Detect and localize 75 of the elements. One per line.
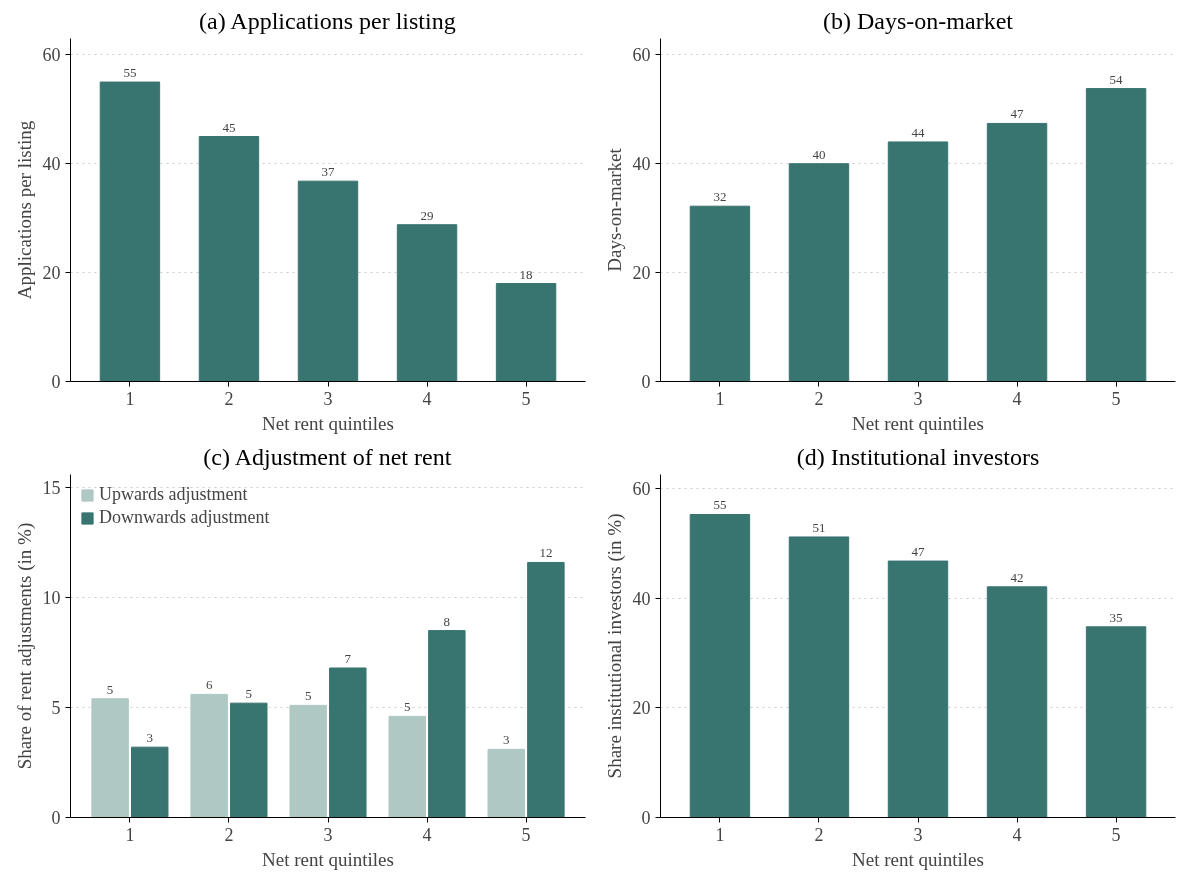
y-axis-title: Share of rent adjustments (in %) [13,522,36,770]
x-axis-title: Net rent quintiles [852,848,984,870]
x-tick-label: 2 [224,388,234,409]
data-label: 47 [911,544,925,560]
data-label: 3 [146,730,153,746]
data-label: 51 [812,519,826,535]
chart-title: (d) Institutional investors [796,443,1040,470]
y-tick-label: 60 [632,479,651,500]
x-tick-label: 2 [224,824,234,845]
x-tick-label: 2 [814,824,824,845]
data-label: 5 [245,686,253,702]
x-axis-title: Net rent quintiles [262,412,394,434]
x-tick-label: 3 [913,824,923,845]
data-label: 44 [911,124,925,140]
data-label: 32 [713,189,727,205]
x-axis-title: Net rent quintiles [262,848,394,870]
y-tick-label: 0 [641,372,651,392]
chart-title: (c) Adjustment of net rent [203,443,452,470]
data-label: 35 [1109,609,1123,625]
y-tick-label: 40 [632,588,651,609]
chart-title: (b) Days-on-market [823,7,1014,34]
data-label: 45 [222,119,236,135]
data-label: 12 [539,545,553,561]
x-tick-label: 1 [125,824,135,845]
x-tick-label: 1 [125,388,135,409]
x-tick-label: 4 [422,824,432,845]
x-tick-label: 5 [521,388,531,409]
x-tick-label: 4 [1012,388,1022,409]
y-tick-label: 15 [42,478,61,499]
data-label: 47 [1010,106,1025,122]
x-axis-title: Net rent quintiles [852,412,984,434]
data-label: 7 [344,650,352,666]
x-tick-label: 1 [715,824,725,845]
y-tick-label: 60 [632,45,651,66]
data-label: 5 [106,681,114,697]
x-tick-label: 5 [521,824,531,845]
x-tick-label: 2 [814,388,824,409]
x-tick-label: 1 [715,388,725,409]
data-label: 55 [123,65,137,81]
y-tick-label: 20 [42,263,61,284]
x-tick-label: 3 [323,824,333,845]
y-axis-title: Days-on-market [603,147,625,272]
y-tick-label: 60 [42,45,61,66]
data-label: 5 [403,699,411,715]
data-label: 18 [519,266,533,282]
y-tick-label: 0 [51,372,61,392]
y-tick-label: 20 [632,263,651,284]
x-tick-label: 4 [422,388,432,409]
legend-label: Downwards adjustment [99,507,270,528]
y-tick-label: 20 [632,698,651,719]
y-tick-label: 10 [42,588,61,609]
x-tick-label: 3 [913,388,923,409]
x-tick-label: 4 [1012,824,1022,845]
x-tick-label: 5 [1111,824,1121,845]
data-label: 3 [503,732,510,748]
data-label: 54 [1109,71,1124,87]
y-axis-title: Applications per listing [13,120,35,300]
y-tick-label: 40 [632,154,651,175]
y-axis-title: Share institutional investors (in %) [603,513,626,779]
data-label: 6 [205,677,213,693]
x-tick-label: 5 [1111,388,1121,409]
x-tick-label: 3 [323,388,333,409]
y-tick-label: 40 [42,154,61,175]
data-label: 42 [1010,569,1024,585]
legend-label: Upwards adjustment [99,484,248,505]
data-label: 40 [812,146,826,162]
y-tick-label: 0 [641,808,651,828]
data-label: 37 [321,164,335,180]
data-label: 29 [420,207,434,223]
chart-title: (a) Applications per listing [199,7,456,34]
y-tick-label: 5 [51,698,61,719]
y-tick-label: 0 [51,808,61,828]
data-label: 8 [443,613,451,629]
data-label: 5 [304,688,312,704]
data-label: 55 [713,497,727,513]
